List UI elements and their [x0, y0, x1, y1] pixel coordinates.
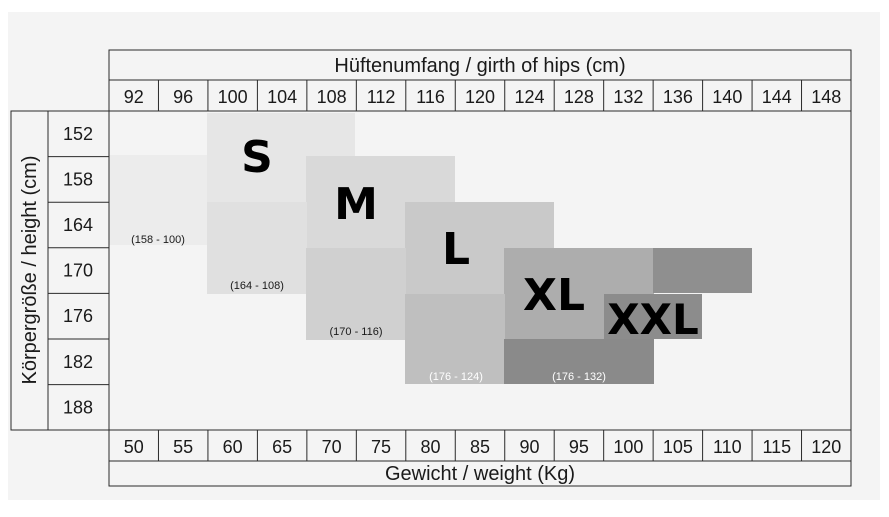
range-label-176-132: (176 - 132) [552, 371, 606, 383]
zone-l-lower [405, 294, 505, 384]
left-tick-188: 188 [63, 397, 93, 417]
left-tick-labels: 152 158 164 170 176 182 188 [63, 124, 93, 418]
bottom-tick-85: 85 [470, 437, 490, 457]
top-tick-120: 120 [465, 87, 495, 107]
top-tick-148: 148 [811, 87, 841, 107]
bottom-title-frame [108, 460, 852, 487]
left-tick-158: 158 [63, 169, 93, 189]
size-label-s: S [241, 132, 273, 183]
range-label-170-116: (170 - 116) [330, 326, 383, 338]
size-label-l: L [442, 224, 470, 275]
zone-m-lower [306, 248, 406, 340]
left-tick-176: 176 [63, 306, 93, 326]
bottom-tick-120: 120 [811, 437, 841, 457]
left-tick-170: 170 [63, 261, 93, 281]
bottom-tick-labels: 50 55 60 65 70 75 80 85 90 95 100 105 110 115 120 [124, 437, 842, 457]
size-label-xxl: XXL [607, 295, 699, 344]
bottom-tick-95: 95 [569, 437, 589, 457]
left-tick-dividers [48, 156, 109, 386]
left-tick-164: 164 [63, 215, 93, 235]
top-axis-title: Hüftenumfang / girth of hips (cm) [334, 55, 625, 77]
size-zones [109, 113, 752, 384]
zone-s-left [109, 155, 209, 245]
top-tick-labels: 92 96 100 104 108 112 116 120 124 128 132 136 140 144… [124, 87, 842, 107]
bottom-tick-80: 80 [421, 437, 441, 457]
left-axis-title: Körpergröße / height (cm) [19, 156, 41, 385]
left-tick-182: 182 [63, 352, 93, 372]
range-label-164-108: (164 - 108) [230, 280, 284, 292]
top-tick-132: 132 [613, 87, 643, 107]
zone-xl-lower [504, 339, 654, 384]
top-tick-100: 100 [218, 87, 248, 107]
top-tick-104: 104 [267, 87, 297, 107]
bottom-tick-65: 65 [272, 437, 292, 457]
top-tick-128: 128 [564, 87, 594, 107]
size-label-xl: XL [523, 270, 585, 321]
size-label-m: M [334, 179, 378, 230]
top-tick-108: 108 [317, 87, 347, 107]
bottom-tick-110: 110 [713, 437, 742, 457]
zone-s-lower [207, 202, 307, 294]
left-tick-152: 152 [63, 124, 93, 144]
top-tick-92: 92 [124, 87, 144, 107]
bottom-tick-115: 115 [762, 437, 791, 457]
bottom-tick-dividers [157, 430, 803, 461]
top-tick-144: 144 [762, 87, 792, 107]
bottom-axis-title: Gewicht / weight (Kg) [385, 463, 575, 485]
top-tick-140: 140 [712, 87, 742, 107]
bottom-tick-50: 50 [124, 437, 144, 457]
bottom-tick-100: 100 [613, 437, 643, 457]
top-tick-112: 112 [367, 87, 396, 107]
zone-xxl [604, 294, 702, 339]
bottom-tick-60: 60 [223, 437, 243, 457]
top-tick-124: 124 [514, 87, 544, 107]
zone-xl-right [653, 248, 752, 293]
top-tick-116: 116 [416, 87, 445, 107]
top-tick-dividers [157, 80, 803, 111]
plot-frame [108, 110, 852, 431]
top-tick-136: 136 [663, 87, 693, 107]
bottom-tick-90: 90 [519, 437, 539, 457]
bottom-tick-55: 55 [173, 437, 193, 457]
range-label-158-100: (158 - 100) [131, 234, 185, 246]
bottom-tick-70: 70 [322, 437, 342, 457]
top-tick-96: 96 [173, 87, 193, 107]
bottom-tick-105: 105 [663, 437, 693, 457]
range-label-176-124: (176 - 124) [429, 371, 483, 383]
chart-frames [10, 49, 852, 487]
bottom-tick-75: 75 [371, 437, 391, 457]
